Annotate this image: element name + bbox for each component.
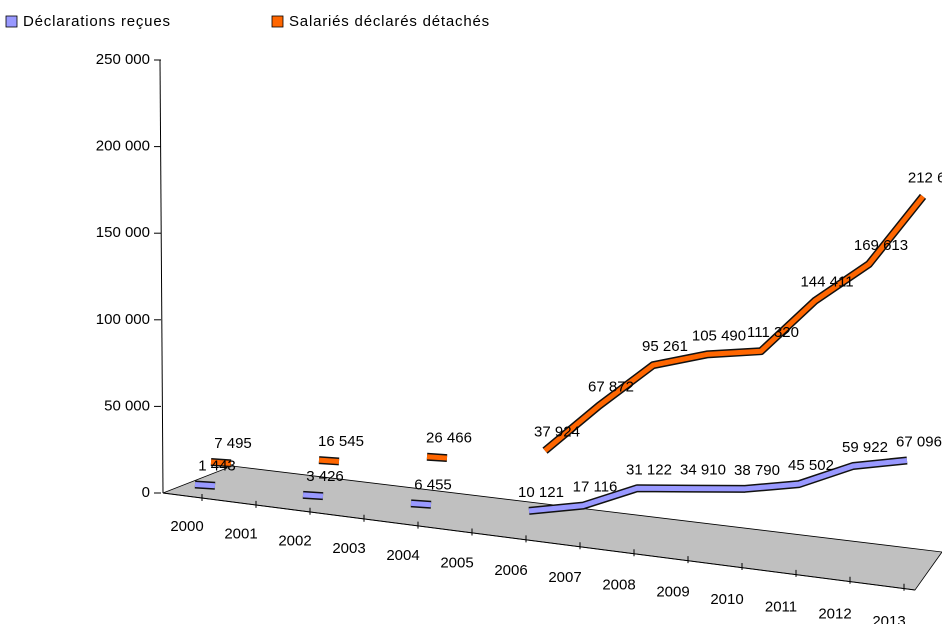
data-label: 34 910: [680, 462, 726, 479]
data-label: 17 116: [573, 479, 618, 496]
y-tick-label: 200 000: [96, 138, 150, 155]
line: [194, 482, 216, 489]
data-label: 1 443: [198, 457, 236, 474]
data-label: 212 641: [908, 169, 942, 186]
data-label: 95 261: [642, 338, 688, 355]
x-tick-label: 2001: [224, 525, 257, 542]
x-tick-label: 2002: [278, 533, 311, 550]
line: [528, 458, 908, 514]
y-tick-label: 50 000: [104, 397, 150, 414]
x-tick-label: 2003: [332, 540, 365, 557]
y-tick-label: 250 000: [96, 51, 150, 68]
x-tick-label: 2008: [602, 576, 635, 593]
legend-swatch: [5, 15, 18, 28]
data-label: 169 613: [854, 237, 908, 254]
legend-label: Salariés déclarés détachés: [289, 13, 490, 30]
data-label: 7 495: [214, 435, 252, 452]
y-tick-label: 150 000: [96, 224, 150, 241]
data-label: 31 122: [626, 461, 672, 478]
line: [318, 457, 340, 464]
data-label: 67 096: [896, 433, 942, 450]
data-label: 16 545: [318, 433, 364, 450]
line: [302, 492, 324, 499]
line: [426, 454, 448, 461]
x-tick-label: 2006: [494, 562, 527, 579]
legend-swatch: [271, 15, 284, 28]
data-label: 3 426: [306, 468, 344, 485]
data-label: 144 411: [800, 274, 853, 291]
x-tick-label: 2000: [170, 518, 203, 535]
x-tick-label: 2004: [386, 547, 419, 564]
data-label: 67 872: [588, 379, 634, 396]
x-tick-label: 2012: [818, 606, 851, 623]
x-tick-label: 2007: [548, 569, 581, 586]
x-tick-label: 2009: [656, 584, 689, 601]
data-label: 38 790: [734, 462, 780, 479]
data-label: 10 121: [518, 484, 564, 501]
y-tick-label: 0: [142, 484, 150, 501]
x-axis: [162, 492, 916, 591]
data-label: 26 466: [426, 430, 472, 447]
data-label: 6 455: [414, 476, 452, 493]
x-tick-label: 2005: [440, 554, 473, 571]
data-label: 111 320: [747, 324, 799, 341]
line: [410, 500, 432, 508]
data-label: 37 924: [534, 424, 580, 441]
line-outline: [542, 193, 927, 454]
data-label: 105 490: [692, 327, 746, 344]
x-tick-label: 2013: [872, 613, 905, 624]
y-axis: [159, 59, 164, 494]
line: [543, 194, 925, 453]
data-label: 59 922: [842, 439, 888, 456]
line: [210, 459, 232, 466]
data-label: 45 502: [788, 457, 834, 474]
x-tick-label: 2010: [710, 591, 743, 608]
y-tick-label: 100 000: [96, 311, 150, 328]
legend-label: Déclarations reçues: [23, 13, 171, 30]
x-tick-label: 2011: [765, 598, 797, 615]
